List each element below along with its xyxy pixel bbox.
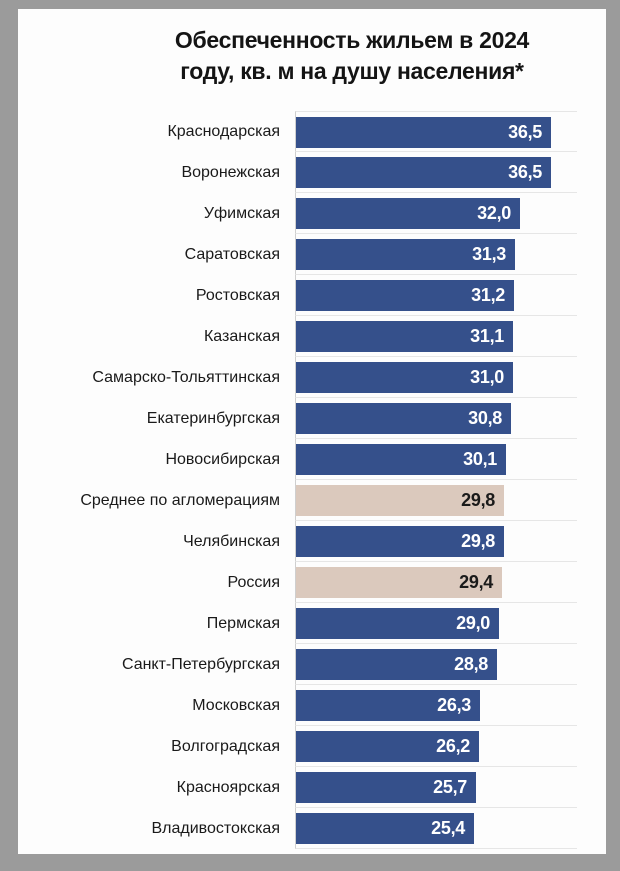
value-bar: 36,5 — [296, 157, 551, 188]
category-label: Красноярская — [176, 778, 280, 796]
category-label: Самарско-Тольяттинская — [92, 368, 280, 386]
category-label: Уфимская — [203, 204, 280, 222]
bar-row: Ростовская 31,2 — [18, 275, 606, 316]
category-label: Россия — [227, 573, 280, 591]
plot-zone: 31,3 — [295, 234, 577, 275]
bar-row: Саратовская 31,3 — [18, 234, 606, 275]
category-label: Челябинская — [183, 532, 280, 550]
category-label: Волгоградская — [171, 737, 280, 755]
bar-row: Россия 29,4 — [18, 562, 606, 603]
bar-row: Новосибирская 30,1 — [18, 439, 606, 480]
plot-zone: 25,7 — [295, 767, 577, 808]
value-label: 30,1 — [463, 449, 497, 469]
bar-row: Краснодарская 36,5 — [18, 111, 606, 152]
value-label: 26,2 — [436, 736, 470, 756]
bar-row: Санкт-Петербургская 28,8 — [18, 644, 606, 685]
value-label: 30,8 — [468, 408, 502, 428]
bar-row: Московская 26,3 — [18, 685, 606, 726]
value-bar: 29,8 — [296, 526, 504, 557]
value-bar: 31,2 — [296, 280, 514, 311]
value-label: 28,8 — [454, 654, 488, 674]
category-label: Санкт-Петербургская — [121, 655, 280, 673]
plot-zone: 30,8 — [295, 398, 577, 439]
plot-zone: 28,8 — [295, 644, 577, 685]
value-bar: 26,2 — [296, 731, 479, 762]
plot-zone: 25,4 — [295, 808, 577, 849]
plot-zone: 36,5 — [295, 152, 577, 193]
plot-zone: 26,2 — [295, 726, 577, 767]
plot-zone: 26,3 — [295, 685, 577, 726]
value-bar: 30,1 — [296, 444, 506, 475]
value-label: 32,0 — [477, 203, 511, 223]
plot-zone: 36,5 — [295, 111, 577, 152]
bar-row: Челябинская 29,8 — [18, 521, 606, 562]
category-label: Краснодарская — [167, 122, 280, 140]
chart-title-line1: Обеспеченность жильем в 2024 — [174, 27, 530, 53]
value-label: 26,3 — [437, 695, 471, 715]
value-bar: 31,0 — [296, 362, 513, 393]
plot-zone: 29,8 — [295, 521, 577, 562]
bar-rows: Краснодарская 36,5 Воронежская 36,5 Уфимская… — [18, 111, 606, 849]
category-label: Екатеринбургская — [146, 409, 280, 427]
bar-row: Среднее по агломерациям 29,8 — [18, 480, 606, 521]
value-bar: 31,3 — [296, 239, 515, 270]
value-label: 29,0 — [456, 613, 490, 633]
value-label: 25,7 — [433, 777, 467, 797]
value-label: 29,8 — [461, 490, 495, 510]
value-label: 29,8 — [461, 531, 495, 551]
value-bar: 26,3 — [296, 690, 480, 721]
value-bar: 30,8 — [296, 403, 511, 434]
value-bar: 25,4 — [296, 813, 474, 844]
category-label: Новосибирская — [165, 450, 280, 468]
value-label: 36,5 — [508, 122, 542, 142]
bar-row: Красноярская 25,7 — [18, 767, 606, 808]
bar-row: Волгоградская 26,2 — [18, 726, 606, 767]
bar-row: Самарско-Тольяттинская 31,0 — [18, 357, 606, 398]
value-bar: 36,5 — [296, 117, 551, 148]
category-label: Среднее по агломерациям — [80, 491, 280, 509]
category-label: Ростовская — [195, 286, 280, 304]
chart-panel: Обеспеченность жильем в 2024 году, кв. м… — [18, 9, 606, 854]
plot-zone: 30,1 — [295, 439, 577, 480]
plot-zone: 29,0 — [295, 603, 577, 644]
category-label: Казанская — [203, 327, 280, 345]
category-label: Пермская — [206, 614, 280, 632]
value-label: 31,3 — [472, 244, 506, 264]
value-label: 25,4 — [431, 818, 465, 838]
chart-title: Обеспеченность жильем в 2024 году, кв. м… — [104, 25, 600, 87]
plot-zone: 29,8 — [295, 480, 577, 521]
value-label: 31,1 — [470, 326, 504, 346]
bar-row: Владивостокская 25,4 — [18, 808, 606, 849]
plot-zone: 32,0 — [295, 193, 577, 234]
highlight-bar: 29,8 — [296, 485, 504, 516]
plot-zone: 31,0 — [295, 357, 577, 398]
value-bar: 28,8 — [296, 649, 497, 680]
value-label: 31,0 — [470, 367, 504, 387]
value-bar: 29,0 — [296, 608, 499, 639]
bar-row: Екатеринбургская 30,8 — [18, 398, 606, 439]
plot-zone: 31,1 — [295, 316, 577, 357]
bar-row: Казанская 31,1 — [18, 316, 606, 357]
category-label: Московская — [192, 696, 280, 714]
plot-zone: 31,2 — [295, 275, 577, 316]
category-label: Владивостокская — [151, 819, 280, 837]
value-label: 29,4 — [459, 572, 493, 592]
highlight-bar: 29,4 — [296, 567, 502, 598]
plot-zone: 29,4 — [295, 562, 577, 603]
value-bar: 25,7 — [296, 772, 476, 803]
category-label: Воронежская — [181, 163, 280, 181]
value-label: 36,5 — [508, 162, 542, 182]
bar-row: Пермская 29,0 — [18, 603, 606, 644]
category-label: Саратовская — [184, 245, 280, 263]
bar-row: Уфимская 32,0 — [18, 193, 606, 234]
value-label: 31,2 — [471, 285, 505, 305]
value-bar: 31,1 — [296, 321, 513, 352]
value-bar: 32,0 — [296, 198, 520, 229]
bar-row: Воронежская 36,5 — [18, 152, 606, 193]
chart-title-line2: году, кв. м на душу населения* — [180, 58, 524, 84]
